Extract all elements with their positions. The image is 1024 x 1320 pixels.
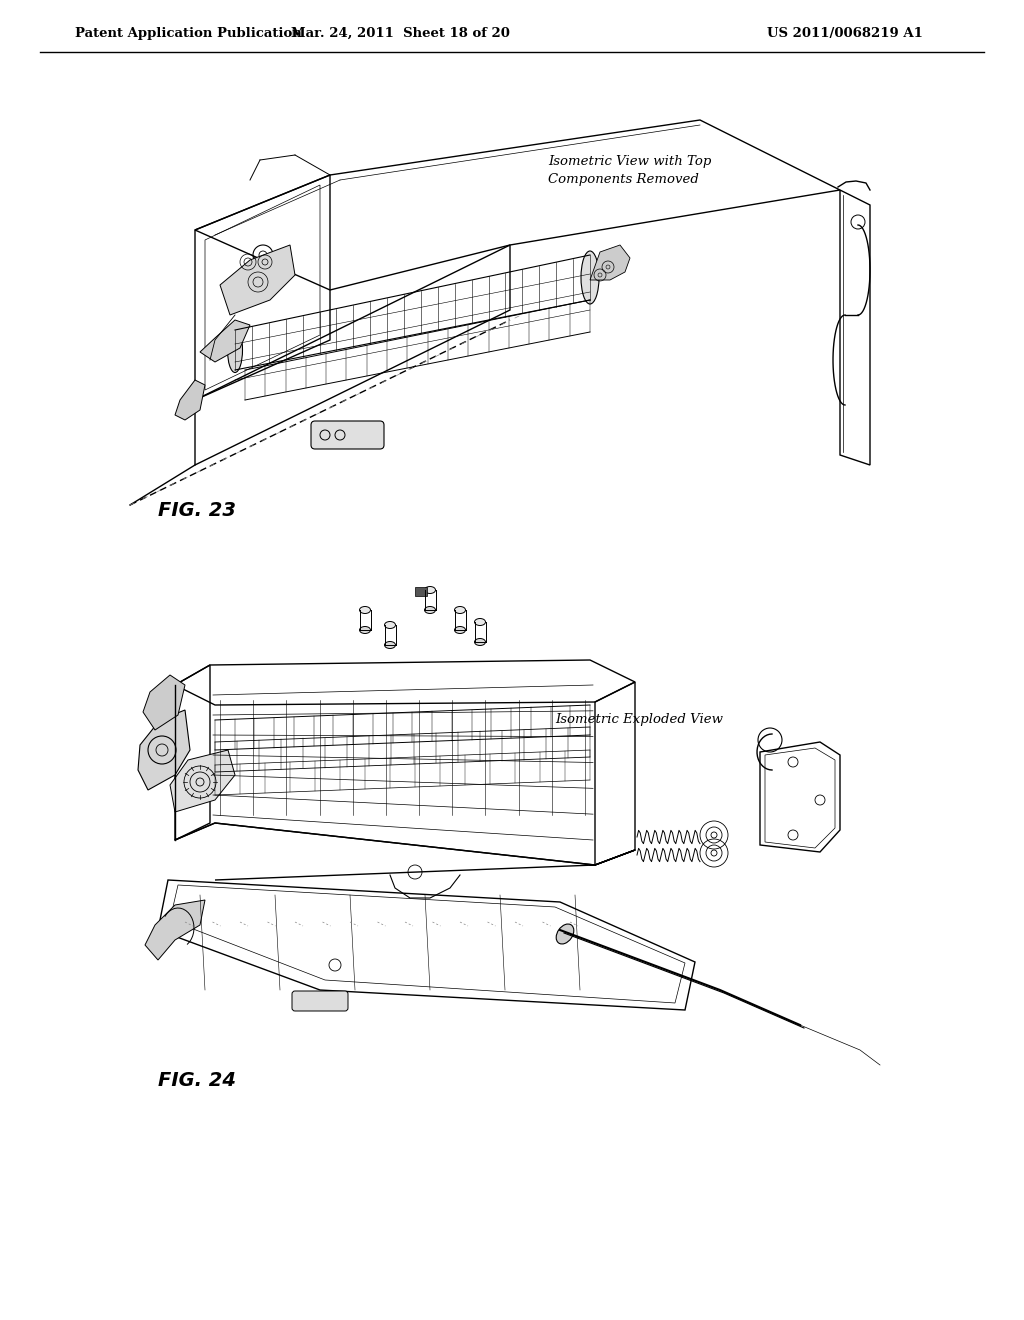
Ellipse shape [425,586,435,594]
FancyBboxPatch shape [292,991,348,1011]
Ellipse shape [227,327,243,372]
Ellipse shape [556,924,573,944]
Polygon shape [170,750,234,812]
Text: FIG. 24: FIG. 24 [158,1071,236,1089]
Ellipse shape [384,622,395,628]
Polygon shape [590,246,630,280]
Text: Patent Application Publication: Patent Application Publication [75,26,302,40]
Text: FIG. 23: FIG. 23 [158,500,236,520]
Ellipse shape [425,606,435,614]
Ellipse shape [359,627,371,634]
Polygon shape [138,710,190,789]
Ellipse shape [474,619,485,626]
Polygon shape [200,319,250,362]
Ellipse shape [359,606,371,614]
Ellipse shape [581,251,599,304]
Text: US 2011/0068219 A1: US 2011/0068219 A1 [767,26,923,40]
Polygon shape [145,900,205,960]
FancyBboxPatch shape [311,421,384,449]
Ellipse shape [474,639,485,645]
Polygon shape [175,380,205,420]
Text: Mar. 24, 2011  Sheet 18 of 20: Mar. 24, 2011 Sheet 18 of 20 [291,26,509,40]
Bar [415,587,427,597]
Ellipse shape [455,627,466,634]
Ellipse shape [455,606,466,614]
Text: Isometric View with Top
Components Removed: Isometric View with Top Components Remov… [548,154,712,186]
Text: Isometric Exploded View: Isometric Exploded View [555,714,723,726]
Ellipse shape [384,642,395,648]
Polygon shape [143,675,185,730]
Polygon shape [220,246,295,315]
